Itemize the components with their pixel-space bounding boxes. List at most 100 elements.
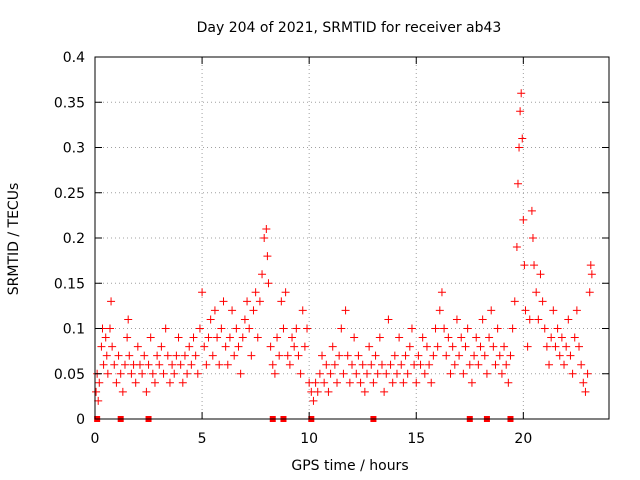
data-point bbox=[354, 351, 363, 360]
data-point bbox=[165, 378, 174, 387]
data-point bbox=[228, 306, 237, 315]
data-point bbox=[527, 206, 536, 215]
data-point bbox=[506, 351, 515, 360]
data-point bbox=[516, 107, 525, 116]
data-point bbox=[542, 342, 551, 351]
data-point bbox=[150, 378, 159, 387]
data-point bbox=[300, 342, 309, 351]
data-point bbox=[309, 396, 318, 405]
data-point bbox=[337, 324, 346, 333]
data-point bbox=[444, 333, 453, 342]
data-point bbox=[510, 297, 519, 306]
data-point bbox=[225, 333, 234, 342]
data-point bbox=[339, 369, 348, 378]
data-point bbox=[243, 297, 252, 306]
data-point bbox=[515, 143, 524, 152]
data-point bbox=[397, 360, 406, 369]
data-point bbox=[270, 369, 279, 378]
data-point bbox=[155, 360, 164, 369]
data-point bbox=[568, 369, 577, 378]
data-point bbox=[290, 342, 299, 351]
data-point bbox=[157, 342, 166, 351]
data-point bbox=[135, 360, 144, 369]
data-point bbox=[540, 324, 549, 333]
data-point bbox=[200, 342, 209, 351]
data-point bbox=[375, 333, 384, 342]
data-point bbox=[131, 378, 140, 387]
data-point bbox=[555, 351, 564, 360]
data-point bbox=[345, 378, 354, 387]
data-point bbox=[180, 351, 189, 360]
data-point bbox=[125, 351, 134, 360]
data-point bbox=[382, 369, 391, 378]
data-point bbox=[283, 351, 292, 360]
data-point bbox=[313, 387, 322, 396]
data-point bbox=[303, 324, 312, 333]
data-point bbox=[238, 333, 247, 342]
data-point bbox=[245, 324, 254, 333]
data-point bbox=[341, 306, 350, 315]
data-point bbox=[191, 351, 200, 360]
data-point bbox=[198, 288, 207, 297]
x-axis-label: GPS time / hours bbox=[291, 458, 408, 474]
data-point bbox=[551, 342, 560, 351]
data-point bbox=[480, 351, 489, 360]
data-point bbox=[367, 360, 376, 369]
data-point bbox=[277, 297, 286, 306]
data-point bbox=[577, 360, 586, 369]
x-tick-label: 0 bbox=[91, 431, 100, 447]
data-point bbox=[112, 378, 121, 387]
data-point bbox=[547, 333, 556, 342]
data-point bbox=[120, 360, 129, 369]
data-point bbox=[407, 324, 416, 333]
data-point bbox=[403, 369, 412, 378]
data-point bbox=[500, 342, 509, 351]
data-point bbox=[210, 306, 219, 315]
data-point bbox=[435, 306, 444, 315]
data-point bbox=[350, 333, 359, 342]
data-point bbox=[348, 360, 356, 369]
data-point bbox=[427, 378, 436, 387]
data-point bbox=[318, 351, 327, 360]
data-point bbox=[520, 261, 529, 270]
x-tick-label: 10 bbox=[300, 431, 318, 447]
data-point bbox=[189, 333, 198, 342]
data-point bbox=[279, 324, 288, 333]
x-tick-label: 15 bbox=[407, 431, 425, 447]
data-point bbox=[219, 297, 228, 306]
data-point bbox=[326, 369, 335, 378]
data-point bbox=[416, 360, 425, 369]
data-point bbox=[296, 369, 305, 378]
data-point bbox=[504, 378, 513, 387]
data-point bbox=[140, 351, 149, 360]
data-point bbox=[583, 369, 592, 378]
data-point bbox=[478, 315, 487, 324]
data-point bbox=[390, 351, 399, 360]
data-point bbox=[431, 324, 440, 333]
data-point bbox=[213, 333, 222, 342]
data-point bbox=[168, 360, 177, 369]
data-point bbox=[236, 369, 245, 378]
data-point bbox=[230, 351, 239, 360]
data-point bbox=[369, 378, 378, 387]
data-point bbox=[518, 134, 527, 143]
data-point bbox=[260, 234, 269, 242]
data-point bbox=[193, 369, 202, 378]
y-tick-label: 0.4 bbox=[63, 50, 85, 66]
data-point bbox=[176, 360, 185, 369]
data-point bbox=[536, 270, 545, 279]
data-point bbox=[429, 351, 438, 360]
data-point bbox=[148, 369, 157, 378]
data-point bbox=[414, 351, 423, 360]
data-point bbox=[123, 333, 132, 342]
data-point bbox=[564, 315, 573, 324]
data-point bbox=[418, 333, 427, 342]
data-point bbox=[138, 369, 147, 378]
data-point bbox=[585, 288, 594, 297]
y-tick-label: 0 bbox=[76, 412, 85, 428]
data-point bbox=[99, 360, 108, 369]
data-point bbox=[377, 360, 386, 369]
data-point bbox=[485, 333, 494, 342]
x-tick-label: 5 bbox=[198, 431, 207, 447]
data-point bbox=[530, 261, 539, 270]
